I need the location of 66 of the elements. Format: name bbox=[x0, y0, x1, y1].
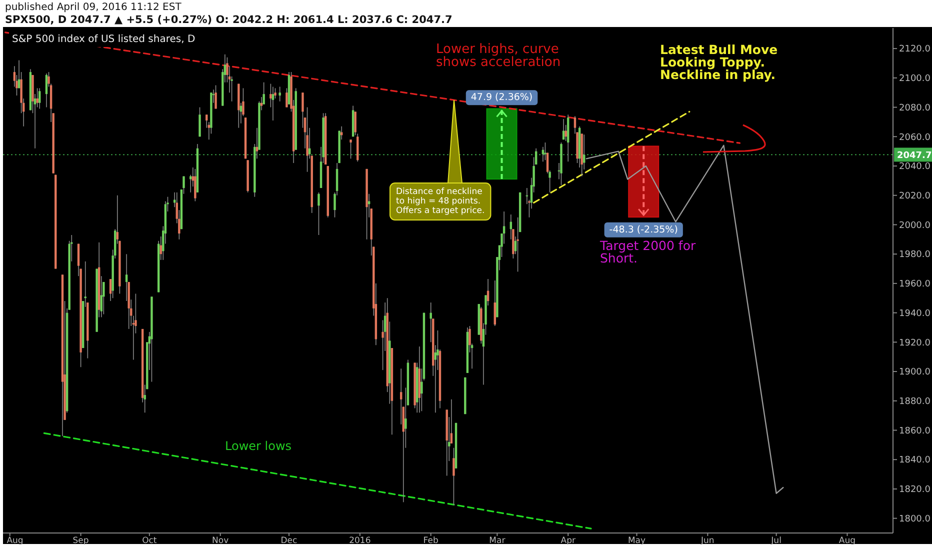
x-tick-label: Sep bbox=[72, 536, 89, 546]
candlestick bbox=[45, 73, 48, 108]
y-tick-label: 2060.0 bbox=[899, 132, 931, 143]
annotation: Latest Bull Move Looking Toppy. Neckline in play. bbox=[660, 42, 778, 82]
candlestick bbox=[452, 447, 455, 506]
x-tick-label: Jun bbox=[700, 536, 714, 546]
candlestick bbox=[194, 168, 196, 202]
y-tick-label: 1820.0 bbox=[899, 485, 931, 496]
y-tick-label: 2080.0 bbox=[899, 103, 931, 114]
x-tick-label: Nov bbox=[212, 536, 229, 546]
candlestick bbox=[350, 139, 352, 160]
candlestick bbox=[356, 133, 359, 162]
x-tick-label: Jul bbox=[770, 536, 782, 546]
x-tick-label: May bbox=[628, 536, 646, 546]
y-tick-label: 1920.0 bbox=[899, 338, 931, 348]
y-tick-label: 2100.0 bbox=[899, 74, 931, 84]
y-tick-label: 1900.0 bbox=[899, 368, 931, 378]
data-label: -48.3 (-2.35%) bbox=[609, 224, 678, 236]
candlestick bbox=[516, 216, 519, 272]
y-tick-label: 1940.0 bbox=[899, 308, 931, 319]
candlestick bbox=[278, 86, 281, 102]
candlestick bbox=[502, 211, 506, 244]
y-tick-label: 1980.0 bbox=[899, 250, 931, 260]
y-tick-label: 1800.0 bbox=[899, 514, 931, 524]
x-tick-label: Apr bbox=[560, 536, 576, 546]
ref-line-label: 2047.7 bbox=[897, 150, 932, 161]
candlestick bbox=[318, 192, 320, 236]
candlestick bbox=[286, 88, 288, 108]
annotation: Lower lows bbox=[225, 439, 292, 453]
x-tick-label: 2016 bbox=[349, 536, 371, 546]
annotation: Target 2000 for Short. bbox=[599, 238, 696, 266]
y-tick-label: 1880.0 bbox=[899, 397, 931, 408]
y-tick-label: 2020.0 bbox=[899, 192, 931, 202]
candlestick bbox=[198, 106, 201, 138]
text: S&P 500 index of US listed shares, D bbox=[12, 34, 196, 45]
candlestick bbox=[494, 280, 496, 326]
candlestick bbox=[340, 126, 343, 140]
candlestick bbox=[542, 146, 544, 162]
candlestick bbox=[208, 122, 210, 140]
candlestick bbox=[544, 142, 546, 161]
annotation: Distance of neckline to high = 48 points. Offers a target price. bbox=[396, 187, 485, 216]
chart-subtitle: SPX500, D 2047.7 ▲ +5.5 (+0.27%) O: 2042.2 H: 2061.4 L: 2037.6 C: 2047.7 bbox=[5, 14, 452, 26]
candlestick bbox=[272, 86, 274, 121]
text: published April 09, 2016 11:12 EST bbox=[5, 2, 182, 13]
y-tick-label: 1840.0 bbox=[899, 456, 931, 466]
candlestick bbox=[214, 84, 217, 110]
candlestick bbox=[430, 302, 432, 343]
x-tick-label: Aug bbox=[6, 536, 24, 546]
x-tick-label: Oct bbox=[142, 536, 158, 546]
x-tick-label: Dec bbox=[280, 536, 298, 546]
candlestick bbox=[260, 96, 263, 111]
x-tick-label: Feb bbox=[423, 536, 438, 546]
y-tick-label: 1960.0 bbox=[899, 280, 931, 290]
candlestick bbox=[38, 88, 41, 110]
annotation: Lower highs, curve shows acceleration bbox=[436, 42, 561, 70]
candlestick bbox=[548, 170, 551, 193]
y-tick-label: 2120.0 bbox=[899, 44, 931, 55]
candlestick bbox=[306, 106, 308, 172]
candlestick bbox=[125, 254, 128, 302]
y-tick-label: 2040.0 bbox=[899, 162, 931, 172]
data-label: 47.9 (2.36%) bbox=[470, 92, 533, 104]
x-tick-label: Aug bbox=[838, 536, 856, 546]
x-tick-label: Mar bbox=[489, 536, 506, 546]
y-tick-label: 2000.0 bbox=[899, 220, 931, 231]
candlestick bbox=[302, 92, 304, 128]
y-tick-label: 1860.0 bbox=[899, 426, 931, 436]
